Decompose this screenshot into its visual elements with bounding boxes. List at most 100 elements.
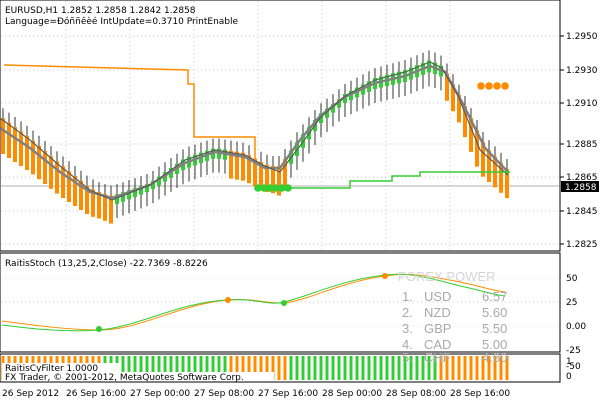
candle-body — [43, 151, 47, 184]
filter-bar — [301, 356, 305, 380]
filter-bar — [283, 356, 287, 380]
candle-body — [91, 189, 95, 217]
settings-info: Language=Ðóññêèé IntUpdate=0.3710 PrintE… — [5, 16, 239, 27]
symbol-info: EURUSD,H1 1.2852 1.2858 1.2842 1.2858 — [5, 6, 196, 16]
candle-body — [37, 145, 41, 180]
filter-bar — [223, 356, 227, 380]
forex-currency: NZD — [424, 305, 451, 320]
stoch-label: RaitisStoch (13,25,2,Close) -22.7369 -8.… — [5, 259, 208, 269]
stoch-axis: 50 25 0.00 -25 -50 — [566, 274, 586, 372]
filter-bar — [325, 356, 329, 380]
lower-channel-line — [275, 171, 510, 189]
filter-bar — [145, 356, 149, 380]
filter-bar — [475, 356, 479, 380]
candle-body — [25, 135, 29, 170]
forex-power-box: FOREX POWER 1. USD 6.57 2. NZD 5.60 3. G… — [398, 269, 507, 365]
candle-body — [265, 164, 269, 192]
filter-bar — [397, 356, 401, 380]
filter-bar — [229, 356, 233, 380]
filter-bar — [481, 356, 485, 380]
candle-body — [259, 161, 263, 190]
filter-bar — [277, 356, 281, 380]
filter-bar — [445, 356, 449, 380]
filter-bar — [295, 356, 299, 380]
filter-bar — [217, 356, 221, 380]
filter-bar — [379, 356, 383, 380]
candle-body — [121, 192, 125, 202]
candle-body — [277, 166, 281, 196]
filter-bar — [367, 356, 371, 380]
forex-row-4: 4. CAD 5.00 — [402, 337, 507, 352]
filter-bar — [211, 356, 215, 380]
candle-body — [103, 194, 107, 221]
main-panel[interactable] — [0, 0, 561, 252]
stoch-dot — [382, 273, 388, 279]
signal-dot — [260, 184, 268, 192]
candle-body — [145, 184, 149, 193]
filter-bar — [415, 356, 419, 380]
forex-value: 5.00 — [482, 337, 507, 352]
stoch-dot — [96, 326, 102, 332]
filter-bar — [343, 356, 347, 380]
filter-axis: 1 0 — [566, 357, 572, 382]
forex-rank: 5. — [402, 350, 413, 365]
candle-body — [61, 166, 65, 198]
filter-bar — [127, 356, 131, 380]
filter-bar — [355, 356, 359, 380]
filter-bar — [205, 356, 209, 380]
filter-bar — [235, 356, 239, 380]
filter-bar — [439, 356, 443, 380]
upper-channel-line — [3, 64, 256, 160]
stoch-lines — [1, 273, 559, 332]
filter-bar — [457, 356, 461, 380]
candle-body — [127, 190, 131, 200]
forex-currency: USD — [424, 289, 451, 304]
candle-body — [235, 151, 239, 180]
candle-body — [457, 94, 461, 123]
time-tick: 28 Sep 08:00 — [386, 389, 446, 399]
candle-body — [73, 176, 77, 206]
filter-bar — [493, 356, 497, 380]
candle-body — [1, 118, 5, 154]
time-tick: 26 Sep 2012 — [2, 389, 59, 399]
stoch-tick: 25 — [566, 298, 577, 308]
candle-body — [13, 127, 17, 162]
filter-bar — [385, 356, 389, 380]
candle-body — [253, 158, 257, 187]
forex-value: 5.50 — [482, 321, 507, 336]
time-tick: 27 Sep 16:00 — [258, 389, 318, 399]
filter-bar — [409, 356, 413, 380]
filter-bar — [199, 356, 203, 380]
filter-tick: 1 — [566, 357, 572, 367]
filter-bar — [175, 356, 179, 380]
candle-body — [319, 113, 323, 124]
filter-bar — [427, 356, 431, 380]
candle-body — [139, 186, 143, 195]
filter-tick: 0 — [566, 372, 572, 382]
candle-body — [337, 99, 341, 108]
candle-body — [115, 194, 119, 205]
signal-dot — [254, 184, 262, 192]
price-tick: 1.2865 — [566, 173, 598, 183]
candle-body — [463, 106, 467, 138]
filter-bar — [151, 356, 155, 380]
candle-body — [133, 188, 137, 197]
forex-row-1: 1. USD 6.57 — [402, 289, 507, 304]
price-tick: 1.2910 — [566, 99, 598, 109]
stoch-panel[interactable] — [0, 252, 561, 353]
price-tick: 1.2825 — [566, 240, 598, 250]
time-tick: 26 Sep 16:00 — [66, 389, 126, 399]
signal-dot — [477, 82, 485, 90]
candle-body — [157, 176, 161, 186]
filter-bar — [331, 356, 335, 380]
candle-body — [31, 140, 35, 175]
candle-body — [505, 168, 509, 199]
price-tick: 1.2930 — [566, 66, 598, 76]
forex-row-5: 5. CHF 4.80 — [402, 350, 507, 365]
filter-panel[interactable] — [0, 353, 561, 383]
candle-body — [109, 195, 113, 224]
signal-dot — [485, 82, 493, 90]
filter-bar — [121, 356, 125, 380]
filter-bar — [265, 356, 269, 380]
